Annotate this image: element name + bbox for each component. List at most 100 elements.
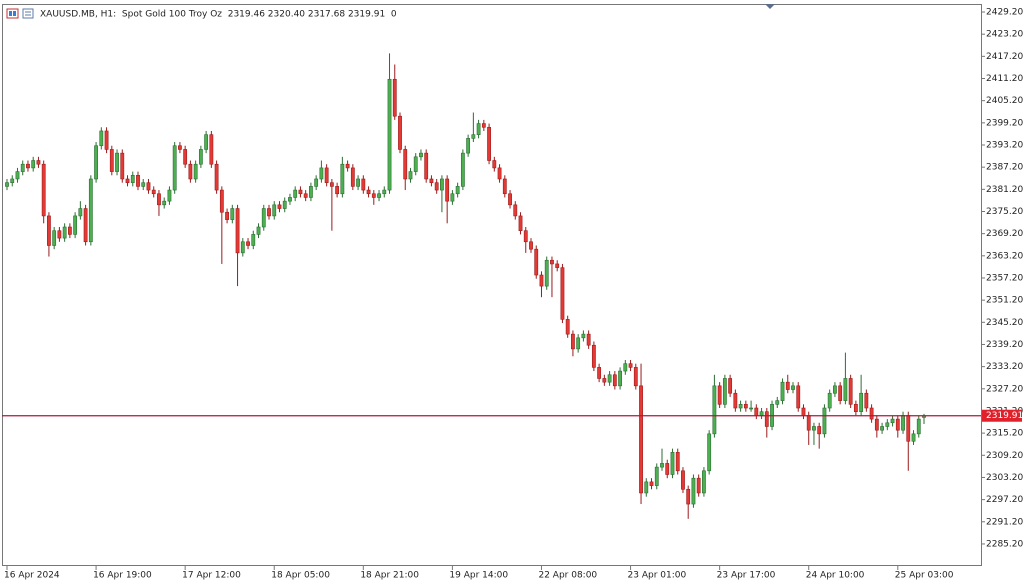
candle-body: [183, 149, 188, 165]
candle-body: [230, 208, 235, 220]
candle-body: [492, 160, 497, 169]
candle-body: [235, 208, 240, 254]
candle-body: [172, 145, 177, 191]
candle-body: [618, 370, 622, 387]
candle-body: [675, 452, 680, 472]
candle-body: [419, 152, 423, 158]
y-tick-label: 2339.20: [986, 340, 1023, 350]
y-tick-label: 2357.20: [986, 273, 1023, 283]
candle-body: [62, 226, 67, 239]
y-tick-label: 2285.20: [986, 539, 1023, 549]
candle-body: [901, 415, 905, 431]
x-tick-label: 18 Apr 05:00: [271, 571, 330, 581]
candle-body: [743, 404, 748, 409]
candle-body: [83, 208, 88, 243]
candle-body: [586, 333, 591, 346]
candle-body: [702, 470, 706, 494]
price-label: 2319.91: [986, 411, 1023, 421]
candle-body: [361, 178, 366, 191]
candle-body: [350, 167, 355, 187]
y-tick-label: 2429.20: [986, 8, 1023, 18]
y-tick-label: 2333.20: [986, 362, 1023, 372]
candle-body: [555, 263, 560, 268]
candle-body: [240, 241, 245, 254]
candle-body: [534, 248, 539, 276]
candle-body: [696, 477, 701, 494]
candle-body: [916, 418, 921, 435]
y-tick-label: 2303.20: [986, 473, 1023, 483]
candle-body: [5, 182, 9, 187]
candle-body: [455, 186, 460, 195]
candle-body: [26, 163, 30, 169]
candle-body: [272, 204, 277, 217]
candle-body: [780, 381, 785, 401]
candle-body: [125, 178, 130, 183]
candle-body: [633, 367, 638, 387]
candle-body: [911, 433, 916, 442]
candle-body: [749, 407, 753, 410]
y-tick-label: 2291.20: [986, 517, 1023, 527]
y-tick-label: 2363.20: [986, 251, 1023, 261]
candle-body: [785, 381, 790, 390]
x-tick-label: 17 Apr 12:00: [182, 571, 241, 581]
candle-body: [377, 193, 381, 198]
y-tick-label: 2309.20: [986, 451, 1023, 461]
candle-body: [261, 208, 266, 228]
candle-body: [130, 174, 135, 183]
y-tick-label: 2345.20: [986, 318, 1023, 328]
candle-body: [282, 200, 287, 209]
candle-body: [738, 404, 743, 409]
x-tick-label: 19 Apr 14:00: [449, 571, 508, 581]
candle-body: [450, 193, 455, 202]
candle-body: [382, 189, 387, 195]
candle-body: [366, 189, 371, 195]
candle-body: [764, 411, 769, 427]
candle-body: [654, 466, 659, 486]
candle-body: [251, 234, 256, 246]
candle-body: [256, 226, 261, 235]
candle-body: [560, 267, 565, 320]
candle-body: [371, 193, 376, 198]
y-tick-label: 2351.20: [986, 296, 1023, 306]
candle-body: [267, 208, 271, 217]
candle-body: [78, 208, 83, 217]
candle-body: [691, 477, 696, 505]
candle-body: [345, 163, 350, 169]
candle-body: [869, 407, 874, 420]
price-tag: [982, 409, 1022, 422]
symbol-icon: [6, 8, 34, 19]
candle-body: [329, 182, 334, 187]
candle-body: [806, 415, 811, 431]
candle-body: [717, 385, 722, 405]
candle-body: [623, 363, 628, 372]
candle-body: [73, 215, 78, 235]
candle-body: [293, 189, 298, 198]
candle-body: [628, 363, 633, 368]
y-tick-label: 2369.20: [986, 229, 1023, 239]
candle-body: [434, 182, 439, 191]
candle-body: [193, 163, 198, 180]
candle-body: [204, 134, 209, 150]
candle-body: [843, 378, 848, 401]
candle-body: [597, 367, 602, 379]
candle-body: [162, 200, 167, 206]
candle-body: [94, 145, 98, 180]
candle-body: [906, 415, 911, 442]
chart-info: XAUUSD.MB, H1: Spot Gold 100 Troy Oz 231…: [40, 10, 397, 20]
candle-body: [733, 392, 738, 409]
candle-body: [581, 333, 586, 339]
candle-body: [20, 163, 25, 172]
candle-body: [801, 407, 806, 416]
candle-body: [52, 230, 57, 246]
candle-body: [660, 463, 664, 468]
candle-body: [67, 226, 72, 235]
y-tick-label: 2315.20: [986, 429, 1023, 439]
candle-body: [853, 404, 858, 413]
candle-body: [833, 385, 837, 394]
candle-body: [298, 189, 303, 195]
candle-body: [88, 178, 93, 243]
candle-body: [859, 392, 864, 413]
candle-body: [649, 481, 654, 486]
candle-body: [874, 418, 879, 431]
